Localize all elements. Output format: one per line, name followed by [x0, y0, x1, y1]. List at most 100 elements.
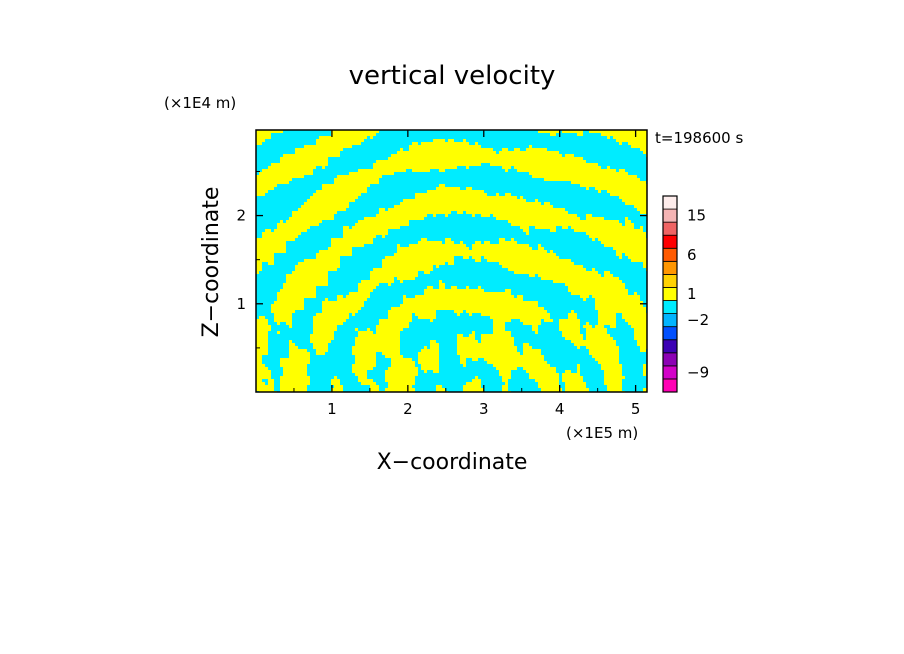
field-cell [415, 376, 476, 380]
field-cell [463, 388, 485, 392]
field-cell [397, 151, 497, 155]
field-cell [430, 343, 440, 347]
field-cell [496, 367, 518, 371]
field-cell [322, 304, 365, 308]
field-cell [601, 133, 647, 137]
field-cell [262, 265, 296, 269]
field-cell [355, 328, 359, 332]
field-cell [484, 256, 560, 260]
field-cell [568, 289, 629, 293]
field-cell [472, 313, 482, 317]
field-cell [619, 196, 647, 200]
field-cell [364, 244, 398, 248]
field-cell [625, 283, 647, 287]
field-cell [292, 211, 338, 215]
field-cell [322, 166, 326, 170]
field-cell [274, 229, 308, 233]
field-cell [385, 355, 404, 359]
field-cell [598, 313, 617, 317]
field-cell [367, 373, 386, 377]
field-cell [298, 235, 344, 239]
field-cell [358, 286, 377, 290]
field-cell [511, 373, 530, 377]
field-cell [367, 376, 386, 380]
field-cell [574, 154, 647, 158]
field-cell [505, 238, 512, 242]
field-cell [622, 367, 644, 371]
field-cell [256, 286, 284, 290]
field-cell [541, 244, 605, 248]
field-cell [616, 325, 632, 329]
field-cell [511, 331, 536, 335]
field-cell [343, 232, 389, 236]
x-tick-label: 5 [631, 400, 641, 418]
field-cell [268, 352, 290, 356]
field-cell [583, 157, 647, 161]
field-cell [256, 241, 287, 245]
field-cell [301, 232, 344, 236]
field-cell [595, 298, 641, 302]
field-cell [580, 322, 587, 326]
field-cell [388, 157, 584, 161]
field-cell [256, 226, 278, 230]
field-cell [424, 271, 431, 275]
field-cell [496, 193, 500, 197]
field-cell [256, 274, 287, 278]
field-cell [472, 214, 476, 218]
field-cell [274, 388, 281, 392]
field-cell [622, 379, 647, 383]
field-cell [256, 262, 263, 266]
field-cell [355, 199, 404, 203]
field-cell [619, 346, 641, 350]
field-cell [547, 361, 599, 365]
field-cell [274, 262, 299, 266]
field-cell [256, 232, 263, 236]
field-cell [472, 358, 479, 362]
field-cell [322, 220, 359, 224]
field-cell [568, 286, 626, 290]
field-cell [409, 148, 494, 152]
field-cell [421, 349, 440, 353]
field-cell [256, 319, 269, 323]
field-cell [331, 130, 380, 134]
field-cell [403, 355, 419, 359]
y-axis-label: Z−coordinate [199, 187, 224, 338]
field-cell [256, 214, 293, 218]
field-cell [289, 355, 311, 359]
field-cell [508, 268, 587, 272]
field-cell [421, 238, 428, 242]
field-cell [313, 331, 335, 335]
field-cell [256, 373, 272, 377]
field-cell [613, 274, 647, 278]
field-cell [358, 169, 407, 173]
field-cell [640, 295, 647, 299]
field-cell [256, 256, 275, 260]
field-cell [517, 169, 617, 173]
field-cell [439, 346, 458, 350]
field-cell [625, 169, 647, 173]
field-cell [346, 295, 371, 299]
field-cell [595, 304, 644, 308]
field-cell [352, 367, 374, 371]
field-cell [472, 244, 530, 248]
field-cell [256, 196, 311, 200]
field-cell [484, 241, 491, 245]
field-cell [493, 148, 503, 152]
field-cell [457, 166, 467, 170]
field-cell [445, 184, 581, 188]
field-cell [424, 370, 428, 374]
field-cell [376, 160, 587, 164]
field-cell [403, 199, 527, 203]
field-cell [292, 325, 314, 329]
field-cell [472, 256, 482, 260]
field-cell [334, 181, 380, 185]
field-cell [445, 241, 455, 245]
field-cell [259, 316, 266, 320]
field-cell [547, 250, 551, 254]
field-cell [571, 340, 617, 344]
field-cell [418, 373, 500, 377]
field-cell [433, 319, 494, 323]
field-cell [436, 187, 461, 191]
field-cell [511, 334, 563, 338]
field-cell [610, 325, 617, 329]
